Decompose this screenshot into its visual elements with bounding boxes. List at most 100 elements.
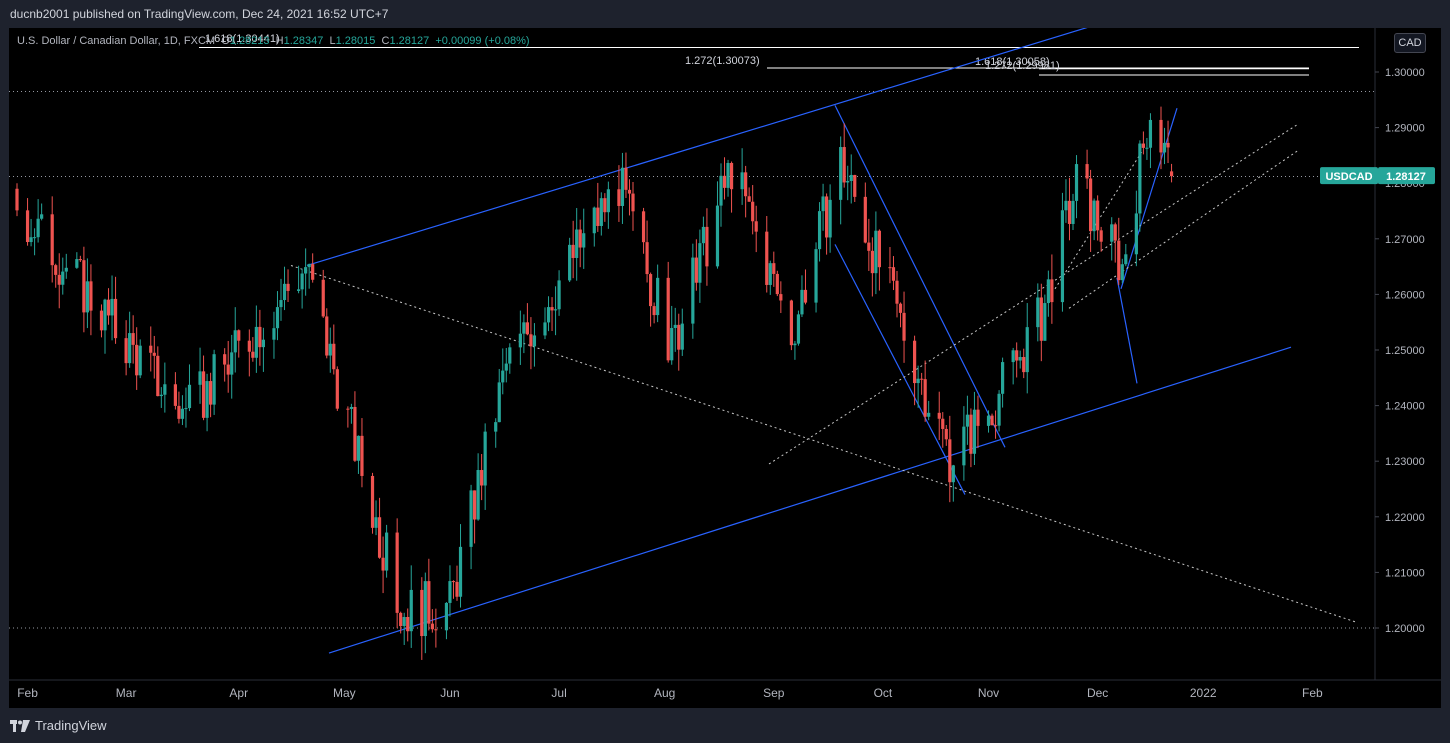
candle-body: [201, 371, 206, 418]
candle-body: [448, 581, 452, 603]
candle-body: [645, 242, 649, 275]
candle-body: [423, 581, 427, 637]
candle-body: [849, 174, 853, 181]
candle-body: [715, 205, 720, 267]
candle-body: [261, 339, 265, 348]
time-label-4: Jun: [440, 686, 459, 700]
candle-body: [209, 381, 213, 405]
candle-body: [546, 307, 551, 323]
price-label-1: 1.29000: [1385, 123, 1425, 135]
candle-body: [124, 338, 128, 364]
candle-body: [237, 330, 241, 341]
candle-body: [286, 283, 290, 291]
candle-body: [36, 218, 40, 238]
price-label-0: 1.30000: [1385, 67, 1425, 79]
candle-body: [427, 581, 431, 624]
symbol-badge: [1320, 167, 1378, 185]
candle-body: [282, 283, 287, 301]
falling-channel-lower: [834, 244, 966, 495]
candle-body: [1148, 119, 1153, 148]
time-label-7: Sep: [763, 686, 785, 700]
candle-body: [1036, 297, 1040, 328]
candle-body: [1043, 303, 1047, 341]
candle-body: [254, 326, 258, 358]
candle-body: [385, 532, 389, 571]
candle-body: [976, 409, 980, 426]
candle-body: [1067, 200, 1072, 224]
candle-body: [54, 265, 58, 275]
candle-body: [1141, 143, 1145, 148]
candle-body: [483, 431, 487, 486]
candle-body: [701, 226, 705, 244]
candle-body: [353, 406, 357, 461]
candle-body: [325, 316, 329, 356]
candle-body: [377, 517, 382, 558]
candle-body: [599, 198, 603, 226]
candle-body: [1039, 297, 1043, 341]
candle-body: [33, 237, 37, 239]
candle-body: [779, 294, 783, 301]
candle-body: [1099, 230, 1103, 242]
candle-body: [1011, 350, 1015, 363]
candle-body: [205, 381, 209, 418]
fib-label-1: 1.272(1.30073): [685, 55, 760, 67]
candle-body: [374, 517, 378, 528]
candle-body: [673, 324, 677, 329]
candle-body: [877, 230, 881, 268]
candle-body: [300, 273, 304, 290]
grid-layer: [9, 28, 1441, 681]
candle-body: [719, 175, 723, 206]
candle-body: [821, 196, 825, 212]
candle-body: [853, 174, 857, 197]
candle-body: [941, 418, 945, 429]
candle-body: [381, 557, 385, 571]
candle-body: [75, 259, 79, 268]
candle-body: [951, 465, 955, 483]
candles-layer: [15, 106, 1174, 660]
candle-body: [1124, 254, 1128, 265]
candle-body: [360, 435, 364, 476]
candle-body: [451, 581, 456, 583]
candle-body: [620, 167, 625, 206]
candle-body: [321, 279, 325, 317]
candle-body: [1089, 178, 1093, 232]
chart-legend: U.S. Dollar / Canadian Dollar, 1D, FXCM …: [17, 35, 530, 47]
candle-body: [867, 242, 871, 251]
candle-body: [328, 343, 332, 356]
candle-body: [817, 211, 822, 250]
candlestick-chart[interactable]: 1.618(1.30441) 1.272(1.30073) 1.618(1.3005…: [9, 28, 1441, 708]
candle-body: [198, 371, 202, 385]
time-label-6: Aug: [654, 686, 675, 700]
time-label-12: Feb: [1302, 686, 1323, 700]
candle-body: [1046, 279, 1050, 304]
candle-body: [1138, 143, 1142, 214]
chart-area[interactable]: 1.618(1.30441) 1.272(1.30073) 1.618(1.3005…: [9, 28, 1441, 708]
candle-body: [993, 425, 998, 427]
price-label-10: 1.20000: [1385, 623, 1425, 635]
candle-body: [916, 378, 920, 384]
candle-body: [455, 581, 459, 597]
high-value: 1.28347: [283, 35, 324, 47]
candle-body: [1092, 200, 1096, 232]
price-label-5: 1.25000: [1385, 345, 1425, 357]
symbol-badge-text: USDCAD: [1325, 171, 1372, 183]
open-label: O: [221, 35, 230, 47]
candle-body: [184, 408, 188, 410]
candle-body: [406, 616, 410, 632]
candle-body: [1169, 171, 1174, 177]
time-label-11: 2022: [1190, 686, 1217, 700]
candle-body: [525, 322, 529, 335]
candle-body: [754, 221, 758, 232]
open-value: 1.28213: [229, 35, 270, 47]
candle-body: [504, 363, 508, 371]
candle-body: [553, 309, 558, 311]
tradingview-logo-icon: [10, 719, 30, 732]
candle-body: [913, 340, 917, 384]
candle-body: [1015, 350, 1019, 361]
candle-body: [223, 354, 227, 365]
candle-body: [304, 267, 308, 274]
price-label-4: 1.26000: [1385, 289, 1425, 301]
currency-button[interactable]: CAD: [1394, 33, 1426, 53]
candle-body: [307, 264, 311, 268]
candle-body: [888, 267, 892, 269]
